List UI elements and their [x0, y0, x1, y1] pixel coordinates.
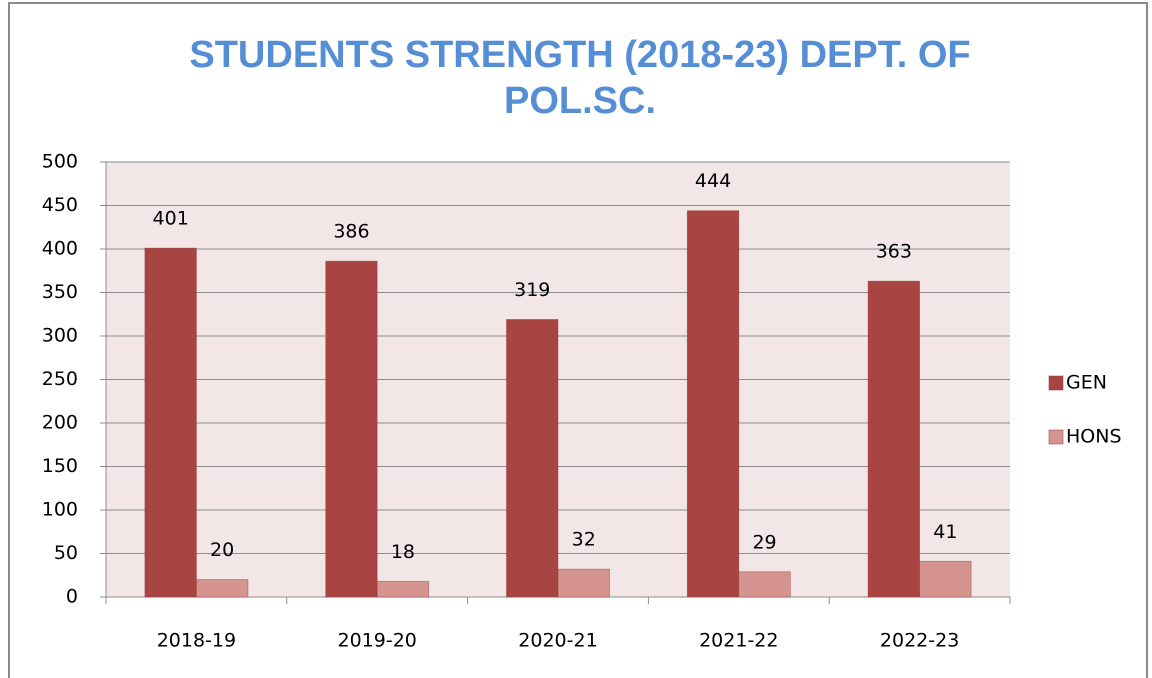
x-tick-label: 2019-20: [338, 630, 417, 652]
bar: [144, 247, 197, 598]
y-tick-label: 500: [42, 151, 78, 173]
x-tick-label: 2018-19: [157, 630, 236, 652]
bar: [506, 319, 559, 598]
y-tick-label: 100: [42, 499, 78, 521]
data-label: 401: [153, 208, 189, 230]
data-label: 444: [695, 170, 731, 192]
y-tick-label: 400: [42, 238, 78, 260]
y-tick-label: 0: [66, 586, 78, 608]
data-label: 32: [572, 529, 596, 551]
bar: [867, 280, 920, 598]
chart-title: STUDENTS STRENGTH (2018-23) DEPT. OF POL…: [189, 34, 971, 122]
legend-swatch: [1048, 429, 1064, 445]
bar: [195, 579, 249, 598]
x-tick-label: 2020-21: [518, 630, 597, 652]
legend-label: HONS: [1066, 426, 1122, 448]
y-tick-label: 150: [42, 455, 78, 477]
bar: [557, 568, 610, 598]
data-label: 319: [514, 279, 550, 301]
data-label: 363: [876, 241, 912, 263]
y-tick-label: 450: [42, 194, 78, 216]
legend-swatch: [1048, 375, 1064, 391]
bar: [738, 571, 791, 598]
chart-border: [8, 2, 1148, 678]
bar: [919, 560, 972, 598]
y-tick-label: 50: [54, 542, 78, 564]
y-tick-label: 350: [42, 281, 78, 303]
data-label: 29: [752, 531, 776, 553]
data-label: 18: [391, 541, 415, 563]
legend-label: GEN: [1066, 372, 1107, 394]
bar: [376, 580, 430, 598]
data-label: 41: [933, 521, 957, 543]
data-label: 386: [333, 221, 369, 243]
bar: [686, 210, 740, 598]
y-tick-label: 300: [42, 325, 78, 347]
y-tick-label: 250: [42, 368, 78, 390]
data-label: 20: [210, 539, 234, 561]
bar: [325, 260, 378, 598]
x-tick-label: 2021-22: [699, 630, 778, 652]
y-tick-label: 200: [42, 412, 78, 434]
x-tick-label: 2022-23: [880, 630, 959, 652]
